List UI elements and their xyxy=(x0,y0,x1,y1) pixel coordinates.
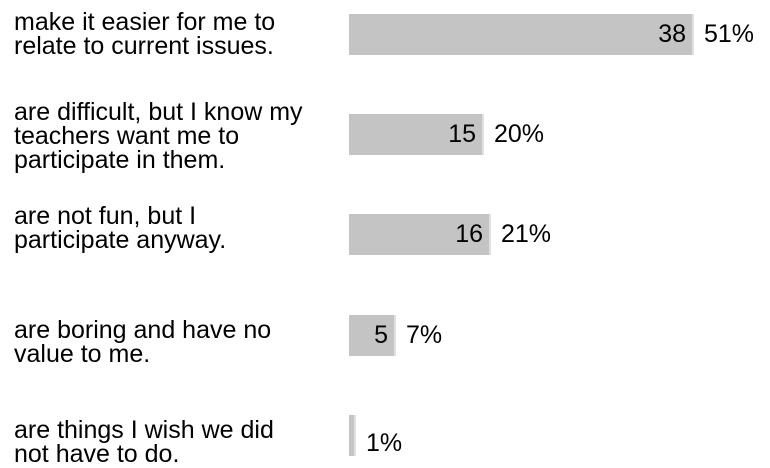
bar-percent-label: 20% xyxy=(494,120,545,148)
bar xyxy=(349,315,396,356)
bar xyxy=(349,14,694,55)
bar-percent-label: 21% xyxy=(501,220,552,248)
bar-percent-label: 1% xyxy=(366,429,403,457)
category-label: make it easier for me to relate to curre… xyxy=(14,8,276,60)
category-label: are things I wish we did not have to do. xyxy=(14,416,274,468)
category-label: are difficult, but I know my teachers wa… xyxy=(14,98,303,174)
bar-percent-label: 7% xyxy=(406,321,443,349)
bar-percent-label: 51% xyxy=(704,20,755,48)
bar xyxy=(349,114,484,155)
category-label: are boring and have no value to me. xyxy=(14,316,272,368)
bar-value-label: 15 xyxy=(448,120,476,148)
bar-value-label: 5 xyxy=(374,321,388,349)
bar-value-label: 38 xyxy=(658,20,686,48)
bar-value-label: 16 xyxy=(455,220,483,248)
bar xyxy=(349,214,491,255)
bar xyxy=(349,415,356,456)
category-label: are not fun, but I participate anyway. xyxy=(14,202,227,254)
